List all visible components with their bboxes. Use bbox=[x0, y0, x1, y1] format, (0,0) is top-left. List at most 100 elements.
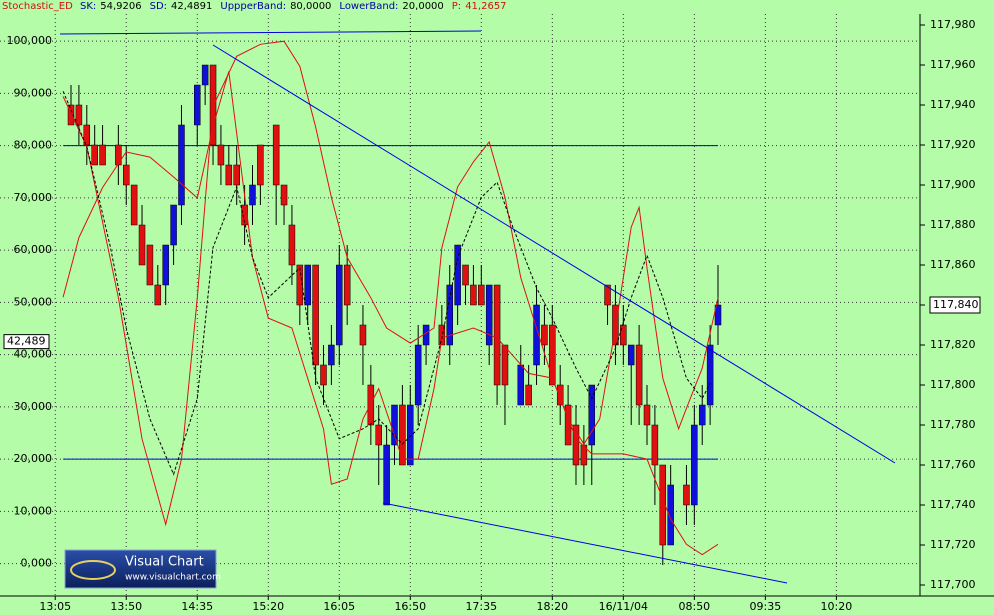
candle-body bbox=[659, 464, 667, 546]
candle-body bbox=[217, 144, 225, 166]
candle-body bbox=[233, 164, 240, 186]
candle-body bbox=[525, 384, 532, 406]
y2-tick-label: 117,740 bbox=[930, 498, 976, 511]
candle-body bbox=[414, 344, 422, 406]
candle-body bbox=[304, 264, 311, 306]
candle-body bbox=[485, 284, 493, 346]
readout-value: 80,0000 bbox=[290, 1, 332, 12]
y2-tick-label: 117,760 bbox=[930, 458, 976, 471]
candle-body bbox=[359, 324, 367, 346]
candle-body bbox=[454, 244, 461, 306]
candle-body bbox=[201, 64, 209, 86]
candle-body bbox=[604, 284, 611, 306]
candle-body bbox=[257, 144, 264, 186]
candle-body bbox=[533, 304, 540, 366]
logo-box bbox=[64, 549, 217, 589]
candle-body bbox=[367, 384, 375, 426]
marks bbox=[62, 40, 722, 565]
readout-label: SK: bbox=[79, 1, 97, 12]
candle-body bbox=[99, 144, 106, 166]
candle-body bbox=[67, 104, 75, 126]
candle-body bbox=[517, 364, 525, 406]
x-tick-label: 09:35 bbox=[750, 600, 782, 613]
logo-url: www.visualchart.com bbox=[125, 573, 221, 583]
logo-icon bbox=[70, 560, 116, 580]
candle-body bbox=[698, 404, 706, 426]
candle-body bbox=[588, 384, 596, 446]
y-tick-label: 20,000 bbox=[14, 452, 53, 465]
y2-tick-label: 117,720 bbox=[930, 538, 976, 551]
candle-body bbox=[122, 164, 130, 186]
y-tick-label: 10,000 bbox=[14, 504, 53, 517]
readout-value: 20,0000 bbox=[402, 1, 444, 12]
candle-body bbox=[328, 344, 335, 366]
candle-body bbox=[446, 284, 453, 346]
indicator-line bbox=[62, 91, 711, 476]
candle-body bbox=[375, 424, 382, 446]
y-tick-label: 0,000 bbox=[21, 557, 53, 570]
y2-tick-label: 117,820 bbox=[930, 338, 976, 351]
candle-body bbox=[683, 484, 690, 506]
candle-body bbox=[714, 304, 722, 326]
logo: Visual Chart www.visualchart.com bbox=[64, 549, 221, 589]
trend-line bbox=[212, 44, 896, 464]
readout-label: LowerBand: bbox=[339, 1, 399, 12]
readout-label: SD: bbox=[149, 1, 168, 12]
y-tick-label: 40,000 bbox=[14, 348, 53, 361]
x-tick-label: 08:50 bbox=[678, 600, 710, 613]
candle-body bbox=[336, 264, 343, 346]
y-tick-label: 80,000 bbox=[14, 139, 53, 152]
candle-body bbox=[343, 264, 351, 306]
trend-line bbox=[59, 30, 482, 35]
x-tick-label: 16:05 bbox=[323, 600, 355, 613]
candle-body bbox=[194, 84, 201, 126]
x-tick-label: 18:20 bbox=[536, 600, 568, 613]
candle-body bbox=[556, 384, 564, 406]
y-tick-label: 70,000 bbox=[14, 191, 53, 204]
candle-body bbox=[501, 344, 509, 386]
candle-body bbox=[130, 184, 138, 226]
candle-body bbox=[572, 424, 580, 466]
candle-body bbox=[706, 344, 714, 406]
candle-body bbox=[422, 324, 430, 346]
candle-body bbox=[170, 204, 177, 246]
y-tick-label: 60,000 bbox=[14, 243, 53, 256]
x-tick-label: 17:35 bbox=[465, 600, 497, 613]
y2-tick-label: 117,800 bbox=[930, 378, 976, 391]
candle-body bbox=[620, 324, 627, 346]
candle-body bbox=[643, 404, 651, 426]
candle-body bbox=[580, 444, 588, 466]
candle-body bbox=[651, 424, 659, 466]
candle-body bbox=[288, 224, 296, 266]
candle-body bbox=[138, 224, 146, 266]
candle-body bbox=[320, 364, 327, 386]
candle-body bbox=[391, 404, 398, 446]
y2-tick-label: 117,880 bbox=[930, 218, 976, 231]
candle-body bbox=[91, 144, 98, 166]
candle-body bbox=[115, 144, 122, 166]
candle-body bbox=[383, 444, 390, 506]
x-tick-label: 15:20 bbox=[252, 600, 284, 613]
readout-value: 54,9206 bbox=[100, 1, 142, 12]
y2-tick-label: 117,980 bbox=[930, 18, 976, 31]
y2-tick-label: 117,940 bbox=[930, 98, 976, 111]
candle-body bbox=[470, 284, 477, 306]
current-value-label: 42,489 bbox=[7, 335, 46, 348]
candle-body bbox=[249, 184, 256, 206]
candle-body bbox=[549, 324, 556, 386]
header: Stochastic_ED SK: 54,9206 SD: 42,4891 Uppper… bbox=[2, 0, 515, 14]
readout-label: UppperBand: bbox=[220, 1, 287, 12]
candle-body bbox=[635, 344, 643, 406]
candle-body bbox=[209, 64, 217, 146]
candle-body bbox=[691, 424, 698, 506]
labels: 0,000 10,000 20,000 30,000 40,000 50,000 60,00… bbox=[3, 18, 981, 613]
candle-body bbox=[438, 324, 446, 346]
candle-body bbox=[493, 284, 501, 386]
current-price-label: 117,840 bbox=[933, 298, 979, 311]
x-tick-label: 13:05 bbox=[39, 600, 71, 613]
candle-body bbox=[272, 124, 280, 186]
readout-value: 42,4891 bbox=[171, 1, 213, 12]
candle-body bbox=[241, 204, 248, 226]
x-tick-label: 10:20 bbox=[821, 600, 853, 613]
